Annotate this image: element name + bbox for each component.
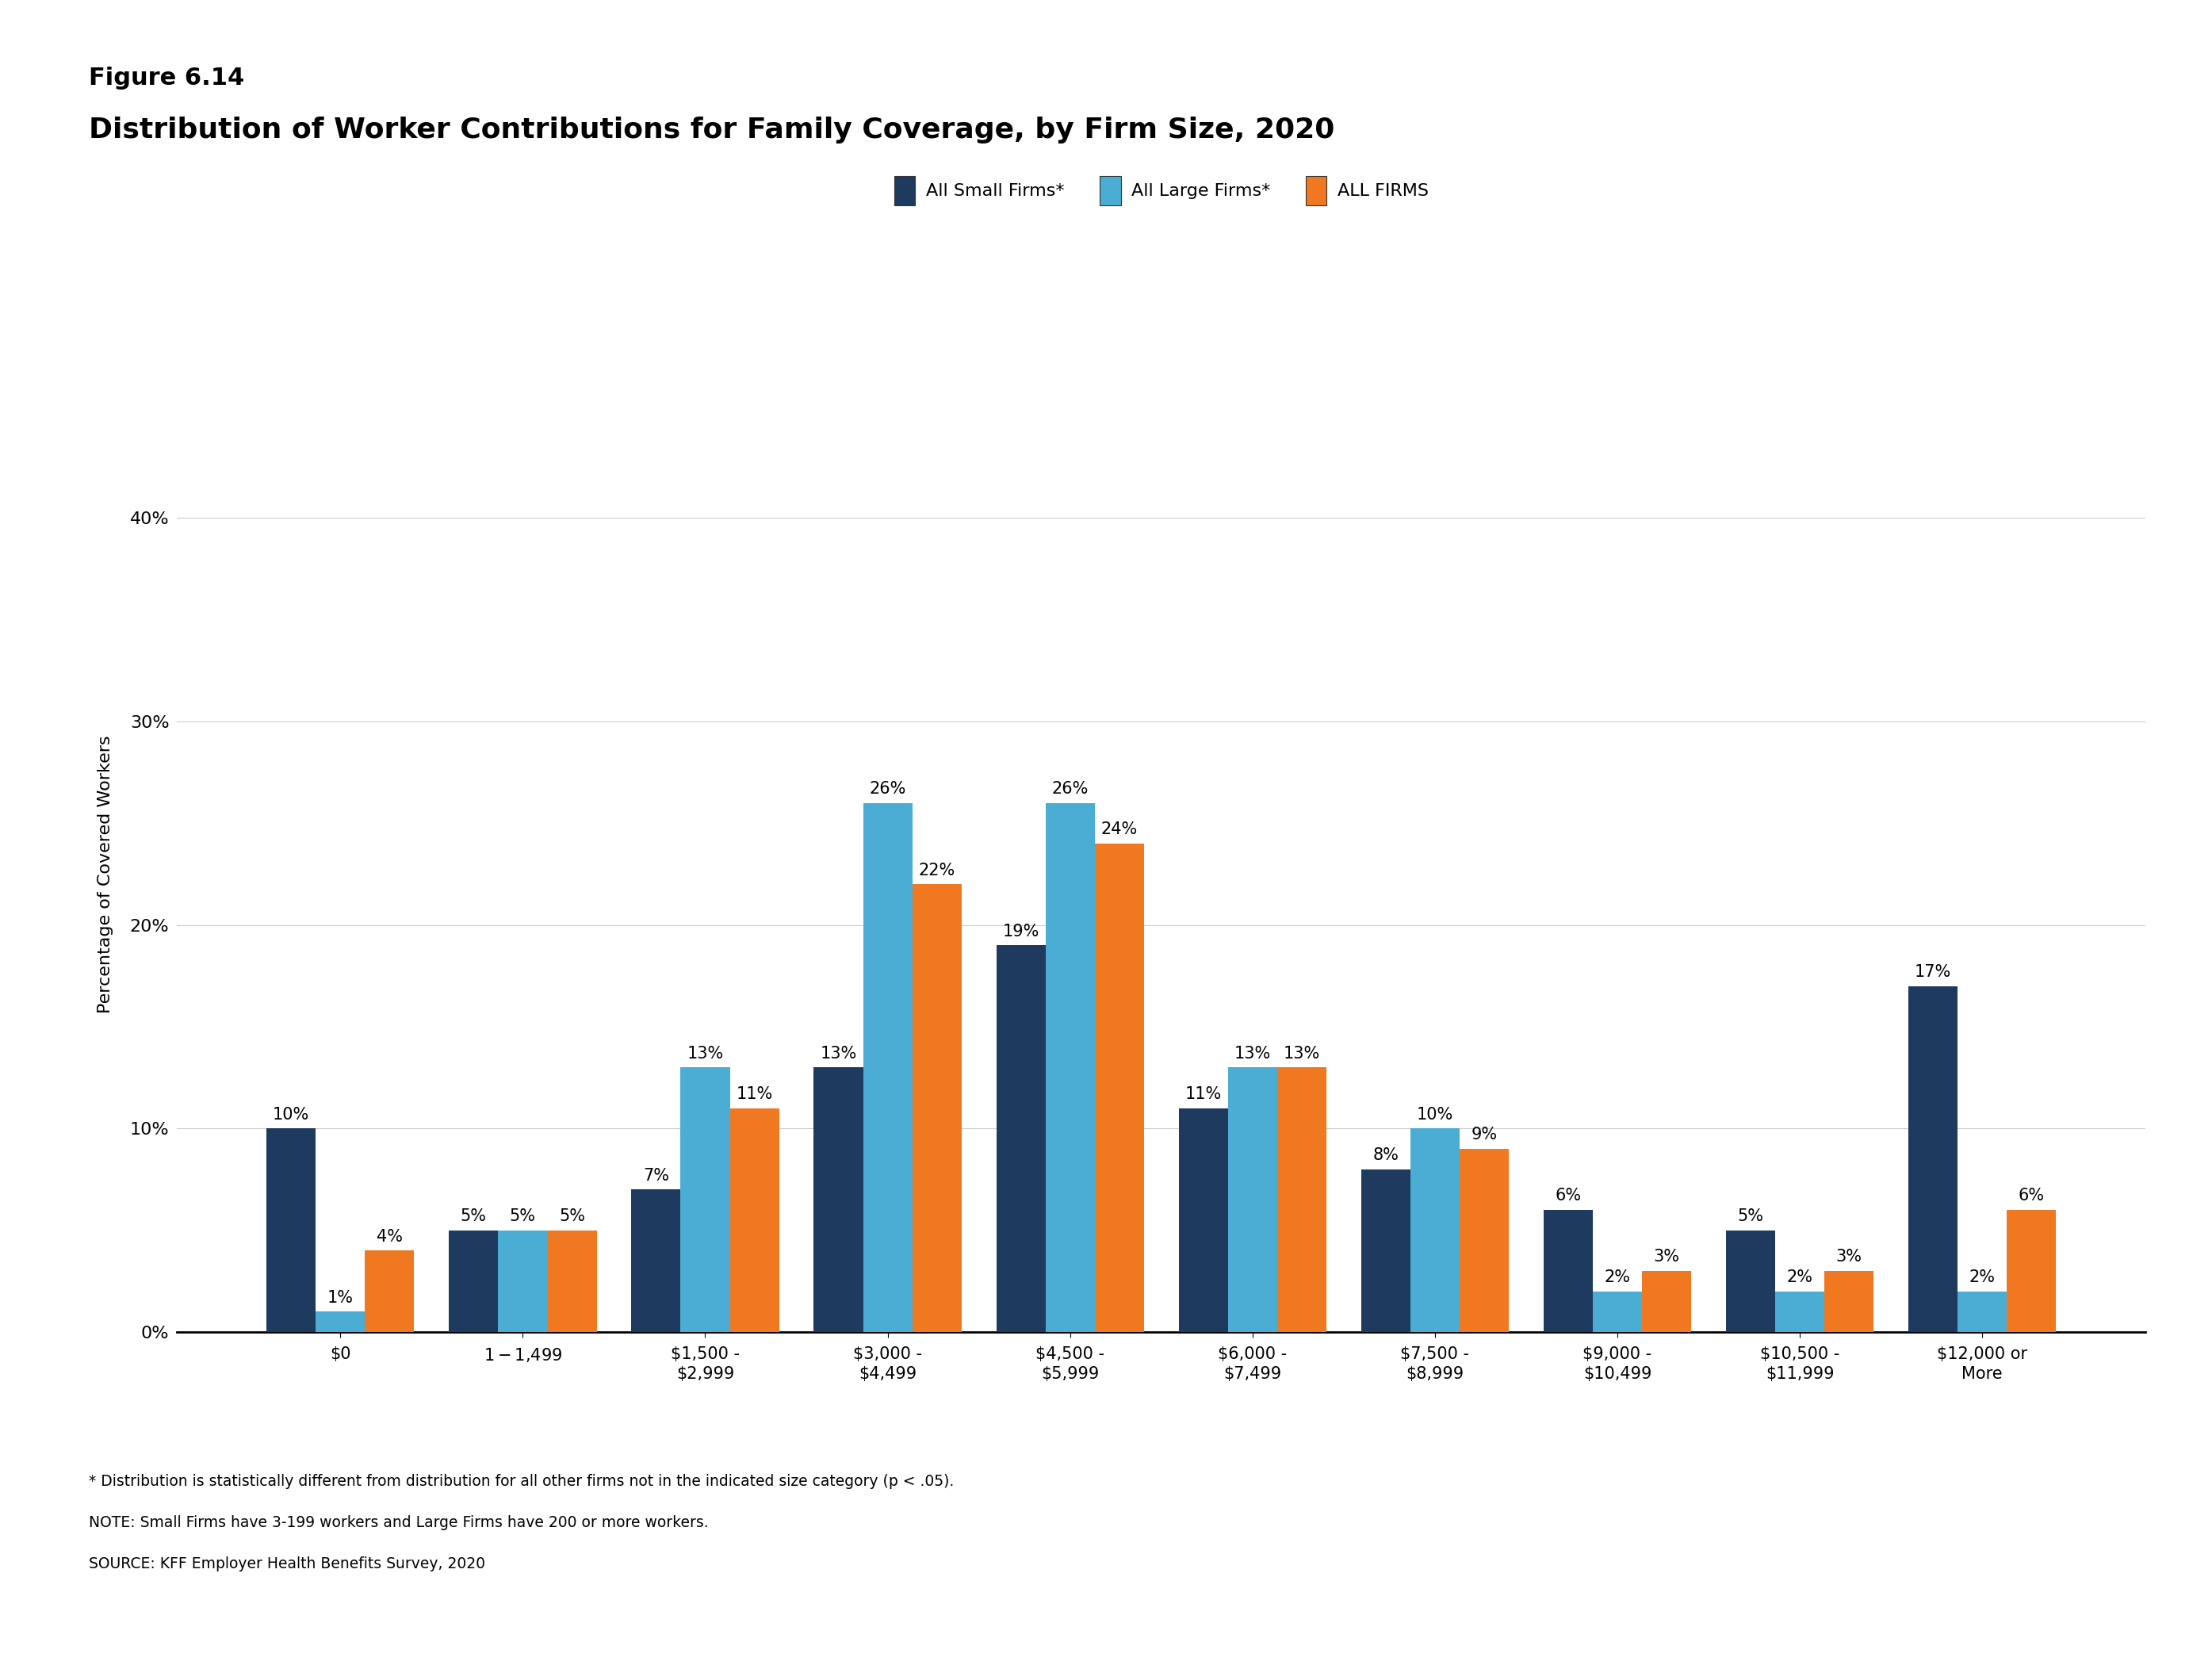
Bar — [863, 803, 911, 1332]
Bar — [1825, 1270, 1874, 1332]
Text: 2%: 2% — [1969, 1269, 1995, 1285]
Bar — [995, 946, 1046, 1332]
Text: 26%: 26% — [869, 781, 907, 798]
Y-axis label: Percentage of Covered Workers: Percentage of Covered Workers — [97, 736, 113, 1012]
Bar — [1641, 1270, 1692, 1332]
Bar — [1776, 1292, 1825, 1332]
Text: 3%: 3% — [1836, 1249, 1863, 1265]
Bar — [449, 1230, 498, 1332]
Bar — [2006, 1210, 2057, 1332]
Text: 13%: 13% — [1283, 1046, 1321, 1061]
Bar — [814, 1067, 863, 1332]
Text: 10%: 10% — [1416, 1107, 1453, 1122]
Text: 13%: 13% — [688, 1046, 723, 1061]
Bar — [1276, 1067, 1327, 1332]
Bar — [1460, 1149, 1509, 1332]
Text: NOTE: Small Firms have 3-199 workers and Large Firms have 200 or more workers.: NOTE: Small Firms have 3-199 workers and… — [88, 1515, 708, 1530]
Bar — [1411, 1129, 1460, 1332]
Text: 3%: 3% — [1655, 1249, 1679, 1265]
Text: 26%: 26% — [1051, 781, 1088, 798]
Bar — [1909, 986, 1958, 1332]
Bar — [681, 1067, 730, 1332]
Text: SOURCE: KFF Employer Health Benefits Survey, 2020: SOURCE: KFF Employer Health Benefits Sur… — [88, 1557, 484, 1572]
Bar — [1958, 1292, 2006, 1332]
Text: 5%: 5% — [509, 1209, 535, 1224]
Bar — [630, 1189, 681, 1332]
Text: 6%: 6% — [2017, 1187, 2044, 1204]
Bar — [1593, 1292, 1641, 1332]
Bar — [1228, 1067, 1276, 1332]
Text: 9%: 9% — [1471, 1127, 1498, 1142]
Text: 2%: 2% — [1604, 1269, 1630, 1285]
Text: 24%: 24% — [1102, 821, 1137, 837]
Bar — [730, 1109, 779, 1332]
Text: 17%: 17% — [1916, 964, 1951, 981]
Legend: All Small Firms*, All Large Firms*, ALL FIRMS: All Small Firms*, All Large Firms*, ALL … — [887, 168, 1436, 211]
Bar — [365, 1250, 414, 1332]
Bar — [1360, 1169, 1411, 1332]
Text: 19%: 19% — [1002, 924, 1040, 939]
Text: 8%: 8% — [1374, 1147, 1398, 1164]
Text: Figure 6.14: Figure 6.14 — [88, 67, 243, 90]
Text: Distribution of Worker Contributions for Family Coverage, by Firm Size, 2020: Distribution of Worker Contributions for… — [88, 117, 1334, 143]
Text: 7%: 7% — [644, 1167, 668, 1184]
Bar — [1095, 844, 1144, 1332]
Bar — [1725, 1230, 1776, 1332]
Text: 10%: 10% — [272, 1107, 310, 1122]
Text: 11%: 11% — [737, 1086, 772, 1102]
Text: 5%: 5% — [1736, 1209, 1763, 1224]
Text: 13%: 13% — [1234, 1046, 1272, 1061]
Bar — [1544, 1210, 1593, 1332]
Bar — [265, 1129, 316, 1332]
Bar — [911, 884, 962, 1332]
Text: 5%: 5% — [460, 1209, 487, 1224]
Text: 13%: 13% — [821, 1046, 856, 1061]
Bar — [1046, 803, 1095, 1332]
Text: 1%: 1% — [327, 1290, 354, 1305]
Text: 22%: 22% — [918, 862, 956, 877]
Bar — [546, 1230, 597, 1332]
Text: 5%: 5% — [560, 1209, 586, 1224]
Bar — [498, 1230, 546, 1332]
Text: 4%: 4% — [376, 1229, 403, 1244]
Text: 11%: 11% — [1186, 1086, 1221, 1102]
Text: * Distribution is statistically different from distribution for all other firms : * Distribution is statistically differen… — [88, 1474, 953, 1489]
Text: 6%: 6% — [1555, 1187, 1582, 1204]
Text: 2%: 2% — [1787, 1269, 1814, 1285]
Bar — [1179, 1109, 1228, 1332]
Bar — [316, 1312, 365, 1332]
